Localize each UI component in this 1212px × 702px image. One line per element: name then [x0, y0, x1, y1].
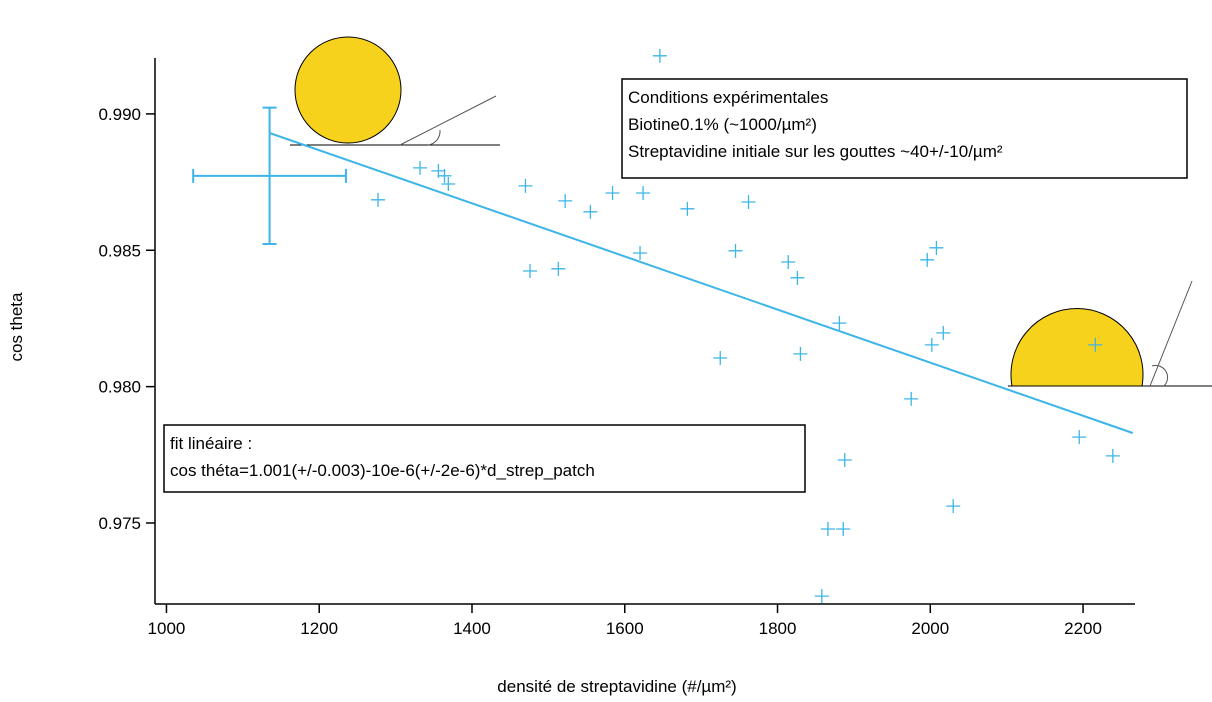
point [781, 255, 796, 269]
point [741, 195, 756, 209]
fit-line [269, 132, 1134, 434]
annotation-text: Conditions expérimentales [628, 88, 828, 107]
x-axis-label: densité de streptavidine (#/µm²) [497, 677, 736, 696]
y-tick-label: 0.975 [98, 514, 141, 533]
point [790, 270, 805, 285]
annotation-text: cos théta=1.001(+/-0.003)-10e-6(+/-2e-6)… [170, 461, 595, 480]
y-axis-label: cos theta [7, 292, 26, 362]
x-tick-label: 2200 [1064, 619, 1102, 638]
point [583, 204, 598, 219]
point [437, 168, 452, 183]
point [904, 391, 919, 406]
point [920, 252, 935, 267]
point [924, 337, 939, 352]
point [633, 246, 648, 260]
x-tick-label: 2000 [911, 619, 949, 638]
point [836, 522, 851, 536]
point [523, 264, 538, 278]
point [820, 522, 835, 536]
drop-illustration [1008, 280, 1212, 387]
point [929, 240, 944, 255]
point [551, 261, 566, 276]
y-tick-label: 0.990 [98, 105, 141, 124]
point [518, 178, 533, 193]
drop-illustration [290, 36, 500, 146]
point [837, 453, 852, 467]
x-tick-label: 1800 [759, 619, 797, 638]
point [814, 589, 829, 604]
point [793, 346, 808, 361]
point [652, 48, 667, 63]
x-tick-label: 1400 [453, 619, 491, 638]
y-tick-label: 0.980 [98, 378, 141, 397]
point [832, 316, 847, 331]
error-bar-y [262, 106, 277, 245]
x-tick-label: 1000 [148, 619, 186, 638]
point [441, 177, 456, 191]
annotation-text: fit linéaire : [170, 434, 252, 453]
x-tick-label: 1600 [606, 619, 644, 638]
point [936, 325, 951, 340]
annotation-box [163, 424, 806, 493]
x-tick-label: 1200 [300, 619, 338, 638]
y-tick-label: 0.985 [98, 241, 141, 260]
point [680, 201, 695, 216]
annotation-text: Streptavidine initiale sur les gouttes ~… [628, 142, 1003, 161]
point [1088, 337, 1103, 352]
point [728, 243, 743, 258]
point [636, 186, 651, 200]
annotation-text: Biotine0.1% (~1000/µm²) [628, 115, 817, 134]
point [558, 193, 573, 208]
point [713, 351, 728, 365]
point [413, 160, 428, 175]
point [605, 186, 620, 200]
point [946, 499, 961, 514]
point [371, 192, 386, 207]
annotation-box [621, 78, 1188, 179]
point [1105, 448, 1120, 463]
point [1072, 430, 1087, 445]
